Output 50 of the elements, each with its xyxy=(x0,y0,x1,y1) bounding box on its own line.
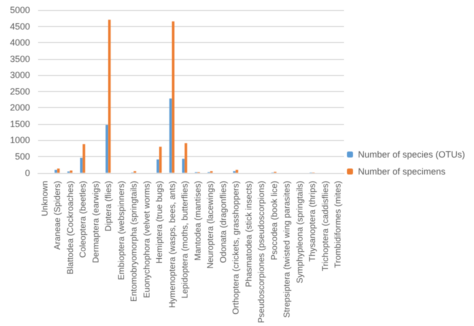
y-tick-label: 2500 xyxy=(10,86,30,96)
x-tick-label: Pseudoscorpiones (pseudoscorpions) xyxy=(256,180,266,324)
x-tick-label: Thysanoptera (thrips) xyxy=(307,180,318,262)
x-tick-label: Neuroptera (lacewings) xyxy=(205,180,216,269)
bar xyxy=(108,20,111,173)
x-tick-label: Unknown xyxy=(39,180,50,216)
bar xyxy=(57,168,60,173)
x-tick-label: Araneae (Spiders) xyxy=(52,180,62,250)
x-tick-label: Psocodea (book lice) xyxy=(268,180,279,260)
y-tick-label: 5000 xyxy=(10,5,30,15)
y-tick-label: 1000 xyxy=(10,135,30,146)
x-tick-label: Symphypleona (springtails) xyxy=(294,180,304,284)
bar xyxy=(169,98,172,173)
bar xyxy=(184,143,188,173)
y-tick-label: 4000 xyxy=(10,38,30,48)
bar xyxy=(159,146,162,173)
x-tick-label: Diptera (flies) xyxy=(103,180,114,232)
x-tick-label: Orthoptera (crickets, grasshoppers) xyxy=(230,180,241,314)
y-tick-label: 1500 xyxy=(10,118,30,129)
y-tick-label: 4500 xyxy=(10,21,30,32)
x-tick-label: Euonychophora (velvet worms) xyxy=(141,180,152,298)
legend-label: Number of specimens xyxy=(358,166,446,176)
y-tick-label: 3000 xyxy=(10,70,30,80)
y-tick-label: 0 xyxy=(24,168,30,178)
bar xyxy=(156,159,160,173)
y-tick-label: 500 xyxy=(14,152,30,162)
x-tick-label: Trichoptera (caddisflies) xyxy=(320,180,330,272)
x-tick-label: Coleoptera (beetles) xyxy=(78,180,88,258)
bar xyxy=(54,170,58,173)
x-tick-label: Hymenoptera (wasps, bees, ants) xyxy=(166,180,177,308)
x-tick-label: Hemiptera (true bugs) xyxy=(154,180,164,264)
x-tick-label: Embioptera (webspinners) xyxy=(116,180,126,280)
x-tick-label: Strepsiptera (twisted wing parasites) xyxy=(282,180,292,318)
x-tick-label: Lepidoptera (moths, butterflies) xyxy=(180,180,190,298)
bar xyxy=(82,144,86,173)
bar xyxy=(172,21,174,173)
x-tick-label: Entomobryomorpha (springtails) xyxy=(128,180,139,302)
bar xyxy=(182,158,185,173)
legend-label: Number of species (OTUs) xyxy=(358,150,466,160)
x-tick-label: Blattodea (Cockroaches) xyxy=(64,180,75,274)
x-tick-label: Dermaptera (earwigs) xyxy=(90,180,100,263)
x-tick-label: Mantodea (mantises) xyxy=(192,180,202,261)
x-tick-label: Odonata (dragonflies) xyxy=(218,180,228,263)
y-tick-label: 2000 xyxy=(10,102,30,113)
x-tick-label: Trombidiformes (mites) xyxy=(332,180,343,268)
x-tick-label: Phasmatodea (stick insects) xyxy=(243,180,254,288)
bar xyxy=(80,158,83,173)
y-tick-label: 3500 xyxy=(10,54,30,64)
bar xyxy=(236,170,238,173)
bar xyxy=(106,124,108,173)
